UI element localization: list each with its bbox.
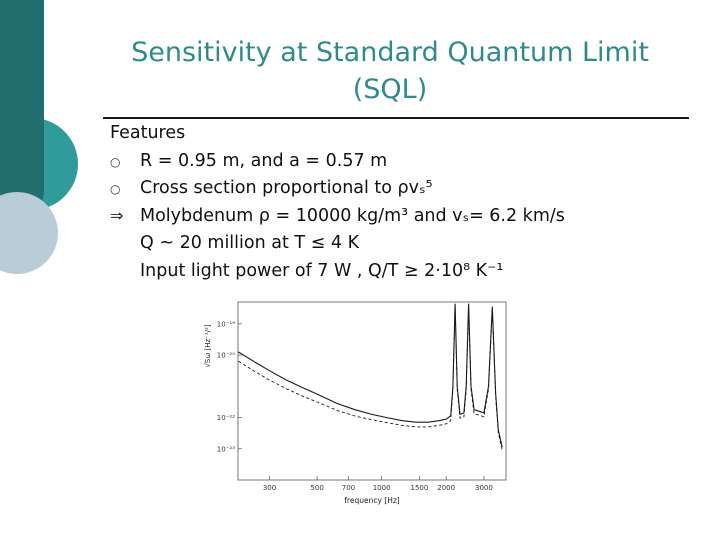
slide-title: Sensitivity at Standard Quantum Limit (S… — [90, 34, 690, 108]
x-tick-label: 2000 — [437, 484, 455, 492]
y-tick-label: 10⁻²⁰ — [217, 352, 235, 360]
x-axis-label: frequency [Hz] — [344, 496, 400, 505]
x-tick-label: 3000 — [475, 484, 493, 492]
features-heading: Features — [110, 123, 186, 143]
bullet-circle-icon: ○ — [110, 154, 121, 169]
x-tick-label: 1500 — [410, 484, 428, 492]
series-sensitivity-solid — [238, 303, 503, 448]
bullet-row: Input light power of 7 W , Q/T ≥ 2·10⁸ K… — [110, 261, 695, 289]
sensitivity-chart-svg: 300 500 700 1000 1500 2000 3000 10⁻¹⁹ 10⁻²⁰ 10⁻²²… — [204, 301, 507, 505]
bullet-row: ○ Cross section proportional to ρvₛ⁵ — [110, 178, 695, 206]
x-tick-label: 500 — [310, 484, 323, 492]
x-tick-label: 1000 — [373, 484, 391, 492]
decoration-bar — [0, 0, 44, 214]
y-axis-label: √Sω [Hz⁻¹/²] — [204, 324, 212, 367]
y-tick-label: 10⁻²³ — [217, 445, 235, 453]
bullet-text: Q ~ 20 million at T ≤ 4 K — [140, 233, 360, 253]
bullet-text: Input light power of 7 W , Q/T ≥ 2·10⁸ K… — [140, 260, 504, 281]
sensitivity-chart: 300 500 700 1000 1500 2000 3000 10⁻¹⁹ 10⁻²⁰ 10⁻²²… — [200, 290, 520, 520]
slide-title-line2: (SQL) — [352, 74, 428, 105]
bullet-row: ○ R = 0.95 m, and a = 0.57 m — [110, 151, 695, 179]
bullet-row: Q ~ 20 million at T ≤ 4 K — [110, 233, 695, 261]
bullet-text: Molybdenum ρ = 10000 kg/m³ and vₛ= 6.2 k… — [140, 205, 565, 226]
x-tick-label: 300 — [263, 484, 276, 492]
x-tick-label: 700 — [342, 484, 355, 492]
bullet-text: Cross section proportional to ρvₛ⁵ — [140, 178, 433, 198]
series-sensitivity-dashed — [238, 306, 503, 451]
bullet-text: R = 0.95 m, and a = 0.57 m — [140, 150, 388, 171]
plot-frame — [237, 301, 507, 481]
title-divider — [103, 117, 689, 119]
y-tick-label: 10⁻¹⁹ — [217, 320, 235, 328]
body-text: Features ○ R = 0.95 m, and a = 0.57 m ○ … — [110, 123, 695, 288]
slide-title-line1: Sensitivity at Standard Quantum Limit — [131, 37, 649, 68]
y-tick-label: 10⁻²² — [217, 414, 235, 422]
bullet-circle-icon: ○ — [110, 182, 121, 196]
arrow-bullet-icon: ⇒ — [110, 205, 124, 225]
bullet-row: ⇒ Molybdenum ρ = 10000 kg/m³ and vₛ= 6.2… — [110, 206, 695, 234]
